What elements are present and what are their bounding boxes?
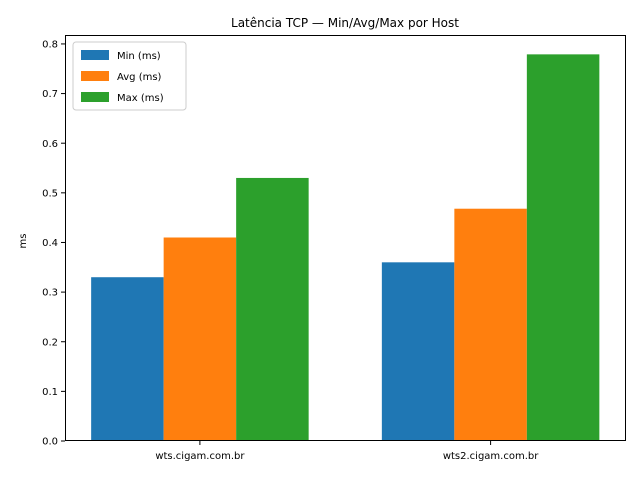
bars-layer [91, 54, 600, 442]
legend-label: Avg (ms) [117, 72, 162, 83]
chart-title: Latência TCP — Min/Avg/Max por Host [231, 16, 459, 30]
y-tick-label: 0.8 [42, 40, 58, 51]
legend-swatch [81, 50, 109, 60]
legend-label: Max (ms) [117, 93, 164, 104]
legend-swatch [81, 71, 109, 81]
y-tick-label: 0.7 [42, 89, 58, 100]
x-tick-label: wts2.cigam.com.br [443, 451, 539, 462]
y-tick-label: 0.6 [42, 139, 58, 150]
bar-wts2-cigam-com-br-min-ms [381, 262, 455, 441]
legend-label: Min (ms) [117, 51, 161, 62]
y-axis: 0.0 0.1 0.2 0.3 0.4 0.5 0.6 0.7 0.8 [42, 40, 65, 448]
bar-wts-cigam-com-br-min-ms [91, 277, 164, 441]
y-axis-title: ms [18, 234, 29, 249]
y-tick-label: 0.3 [42, 288, 58, 299]
legend: Min (ms) Avg (ms) Max (ms) [72, 41, 187, 111]
plot-frame [65, 35, 626, 441]
x-tick-label: wts.cigam.com.br [155, 451, 245, 462]
bar-wts-cigam-com-br-max-ms [236, 177, 309, 441]
x-axis: wts.cigam.com.br wts2.cigam.com.br [155, 441, 539, 462]
bar-wts-cigam-com-br-avg-ms [163, 237, 237, 441]
bar-wts2-cigam-com-br-max-ms [526, 54, 600, 442]
y-tick-label: 0.4 [42, 238, 58, 249]
legend-swatch [81, 92, 109, 102]
y-tick-label: 0.5 [42, 188, 58, 199]
bar-wts2-cigam-com-br-avg-ms [454, 208, 527, 441]
y-tick-label: 0.0 [42, 437, 58, 448]
y-tick-label: 0.2 [42, 337, 58, 348]
y-tick-label: 0.1 [42, 387, 58, 398]
